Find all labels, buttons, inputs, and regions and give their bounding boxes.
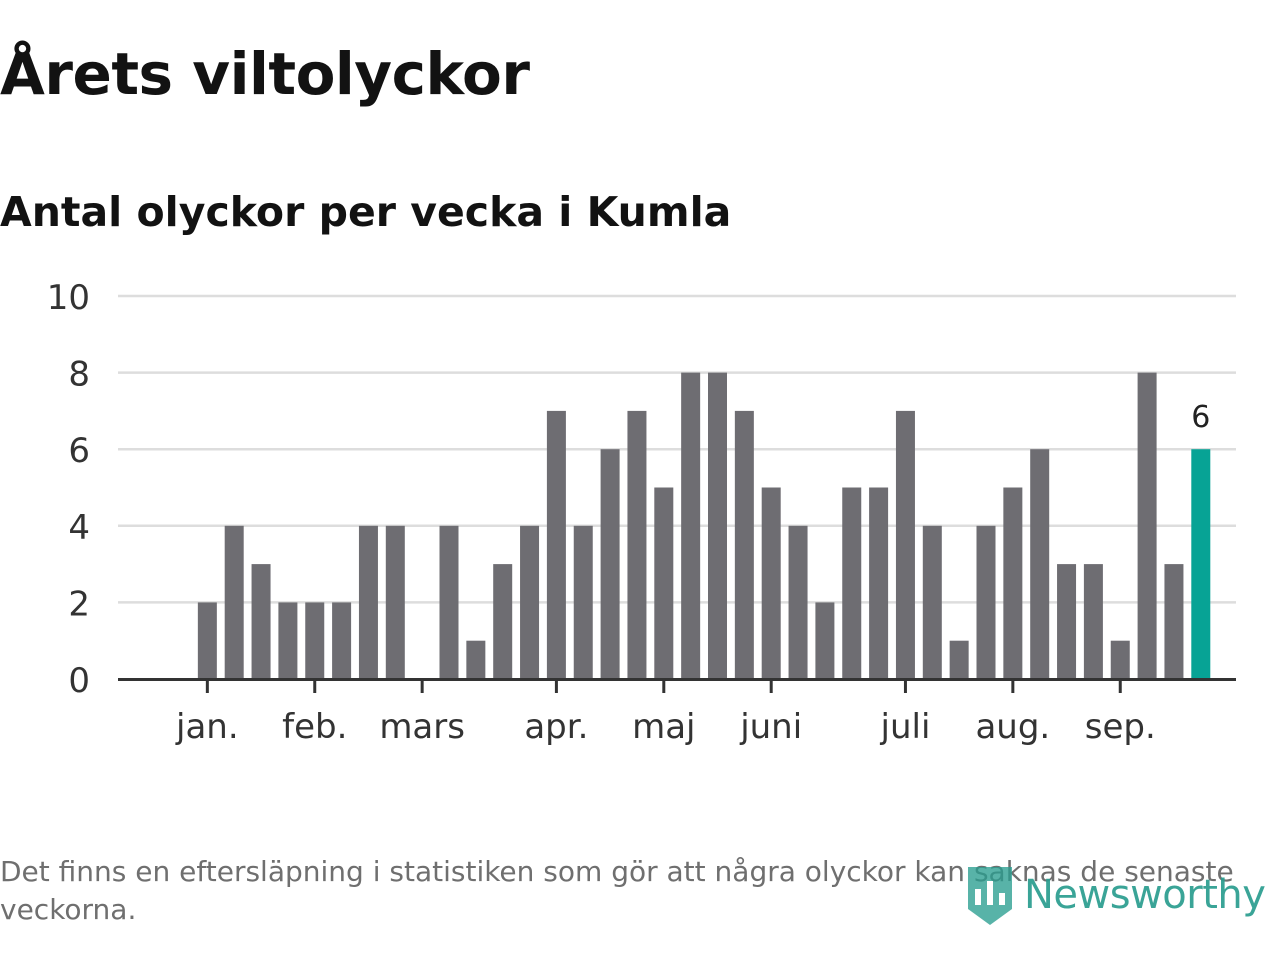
- highlight-value-label: 6: [1191, 400, 1210, 435]
- bar: [546, 410, 566, 679]
- bar: [1164, 564, 1184, 679]
- y-axis-tick-labels: 0 2 4 6 8 10: [47, 278, 90, 701]
- bar: [251, 564, 271, 679]
- bar: [1057, 564, 1077, 679]
- bar: [922, 525, 942, 679]
- bar: [1110, 640, 1130, 679]
- bar: [734, 410, 754, 679]
- x-tick-label: sep.: [1085, 707, 1156, 747]
- bar: [788, 525, 808, 679]
- bar: [1083, 564, 1103, 679]
- bar: [681, 372, 701, 679]
- chart-title: Årets viltolyckor: [0, 40, 530, 108]
- bars: [197, 372, 1211, 679]
- y-tick-label: 2: [68, 584, 90, 624]
- bar: [949, 640, 969, 679]
- bar: [224, 525, 244, 679]
- bar: [708, 372, 727, 679]
- bar: [493, 564, 513, 679]
- logo-icon: [968, 867, 1012, 925]
- bar: [439, 525, 459, 679]
- bar: [976, 525, 996, 679]
- bar: [895, 410, 915, 679]
- bar: [761, 487, 781, 679]
- x-tick-label: mars: [379, 707, 465, 747]
- bar: [869, 487, 889, 679]
- chart-subtitle: Antal olyckor per vecka i Kumla: [0, 188, 732, 236]
- x-tick-label: aug.: [975, 707, 1050, 747]
- bar: [305, 602, 325, 679]
- x-tick-label: juli: [880, 707, 931, 747]
- bar: [842, 487, 862, 679]
- x-axis: jan. feb. mars apr. maj juni juli aug. sep.: [118, 678, 1236, 747]
- y-tick-label: 6: [68, 431, 90, 471]
- y-tick-label: 10: [47, 278, 90, 318]
- bar: [358, 525, 378, 679]
- bar: [1137, 372, 1157, 679]
- bar: [1030, 449, 1050, 679]
- bar: [815, 602, 835, 679]
- bar-highlight: [1191, 449, 1211, 679]
- bar: [278, 602, 298, 679]
- brand-name: Newsworthy: [1024, 872, 1266, 918]
- bar: [332, 602, 352, 679]
- bar: [466, 640, 486, 679]
- grid-lines: [118, 294, 1236, 604]
- bar: [600, 449, 620, 679]
- data-labels: 6: [1191, 400, 1210, 435]
- bar: [627, 410, 647, 679]
- y-tick-label: 8: [68, 355, 90, 395]
- footnote: Det finns en eftersläpning i statistiken…: [0, 855, 1234, 926]
- bar: [385, 525, 405, 679]
- x-tick-label: feb.: [282, 707, 347, 747]
- x-tick-label: jan.: [175, 707, 239, 747]
- bar: [1003, 487, 1023, 679]
- bar: [197, 602, 217, 679]
- x-tick-label: maj: [632, 707, 695, 747]
- bar: [520, 525, 540, 679]
- x-tick-label: juni: [739, 707, 802, 747]
- y-tick-label: 4: [68, 508, 90, 548]
- bar: [654, 487, 674, 679]
- bar: [573, 525, 593, 679]
- newsworthy-logo: Newsworthy: [964, 860, 1266, 930]
- y-tick-label: 0: [68, 661, 90, 701]
- x-tick-label: apr.: [524, 707, 588, 747]
